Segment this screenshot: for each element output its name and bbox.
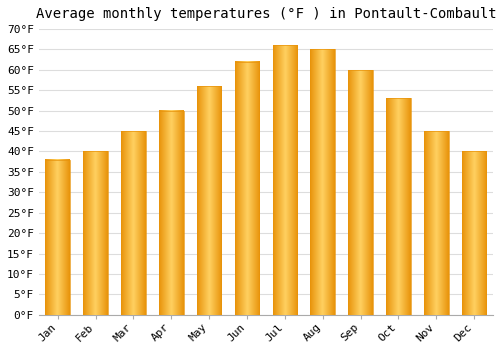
Bar [46, 160, 70, 315]
Title: Average monthly temperatures (°F ) in Pontault-Combault: Average monthly temperatures (°F ) in Po… [36, 7, 496, 21]
Bar [84, 152, 108, 315]
Bar [386, 98, 410, 315]
Bar [424, 131, 448, 315]
Bar [197, 86, 222, 315]
Bar [159, 111, 184, 315]
Bar [310, 49, 335, 315]
Bar [234, 62, 260, 315]
Bar [121, 131, 146, 315]
Bar [272, 46, 297, 315]
Bar [348, 70, 373, 315]
Bar [462, 152, 486, 315]
